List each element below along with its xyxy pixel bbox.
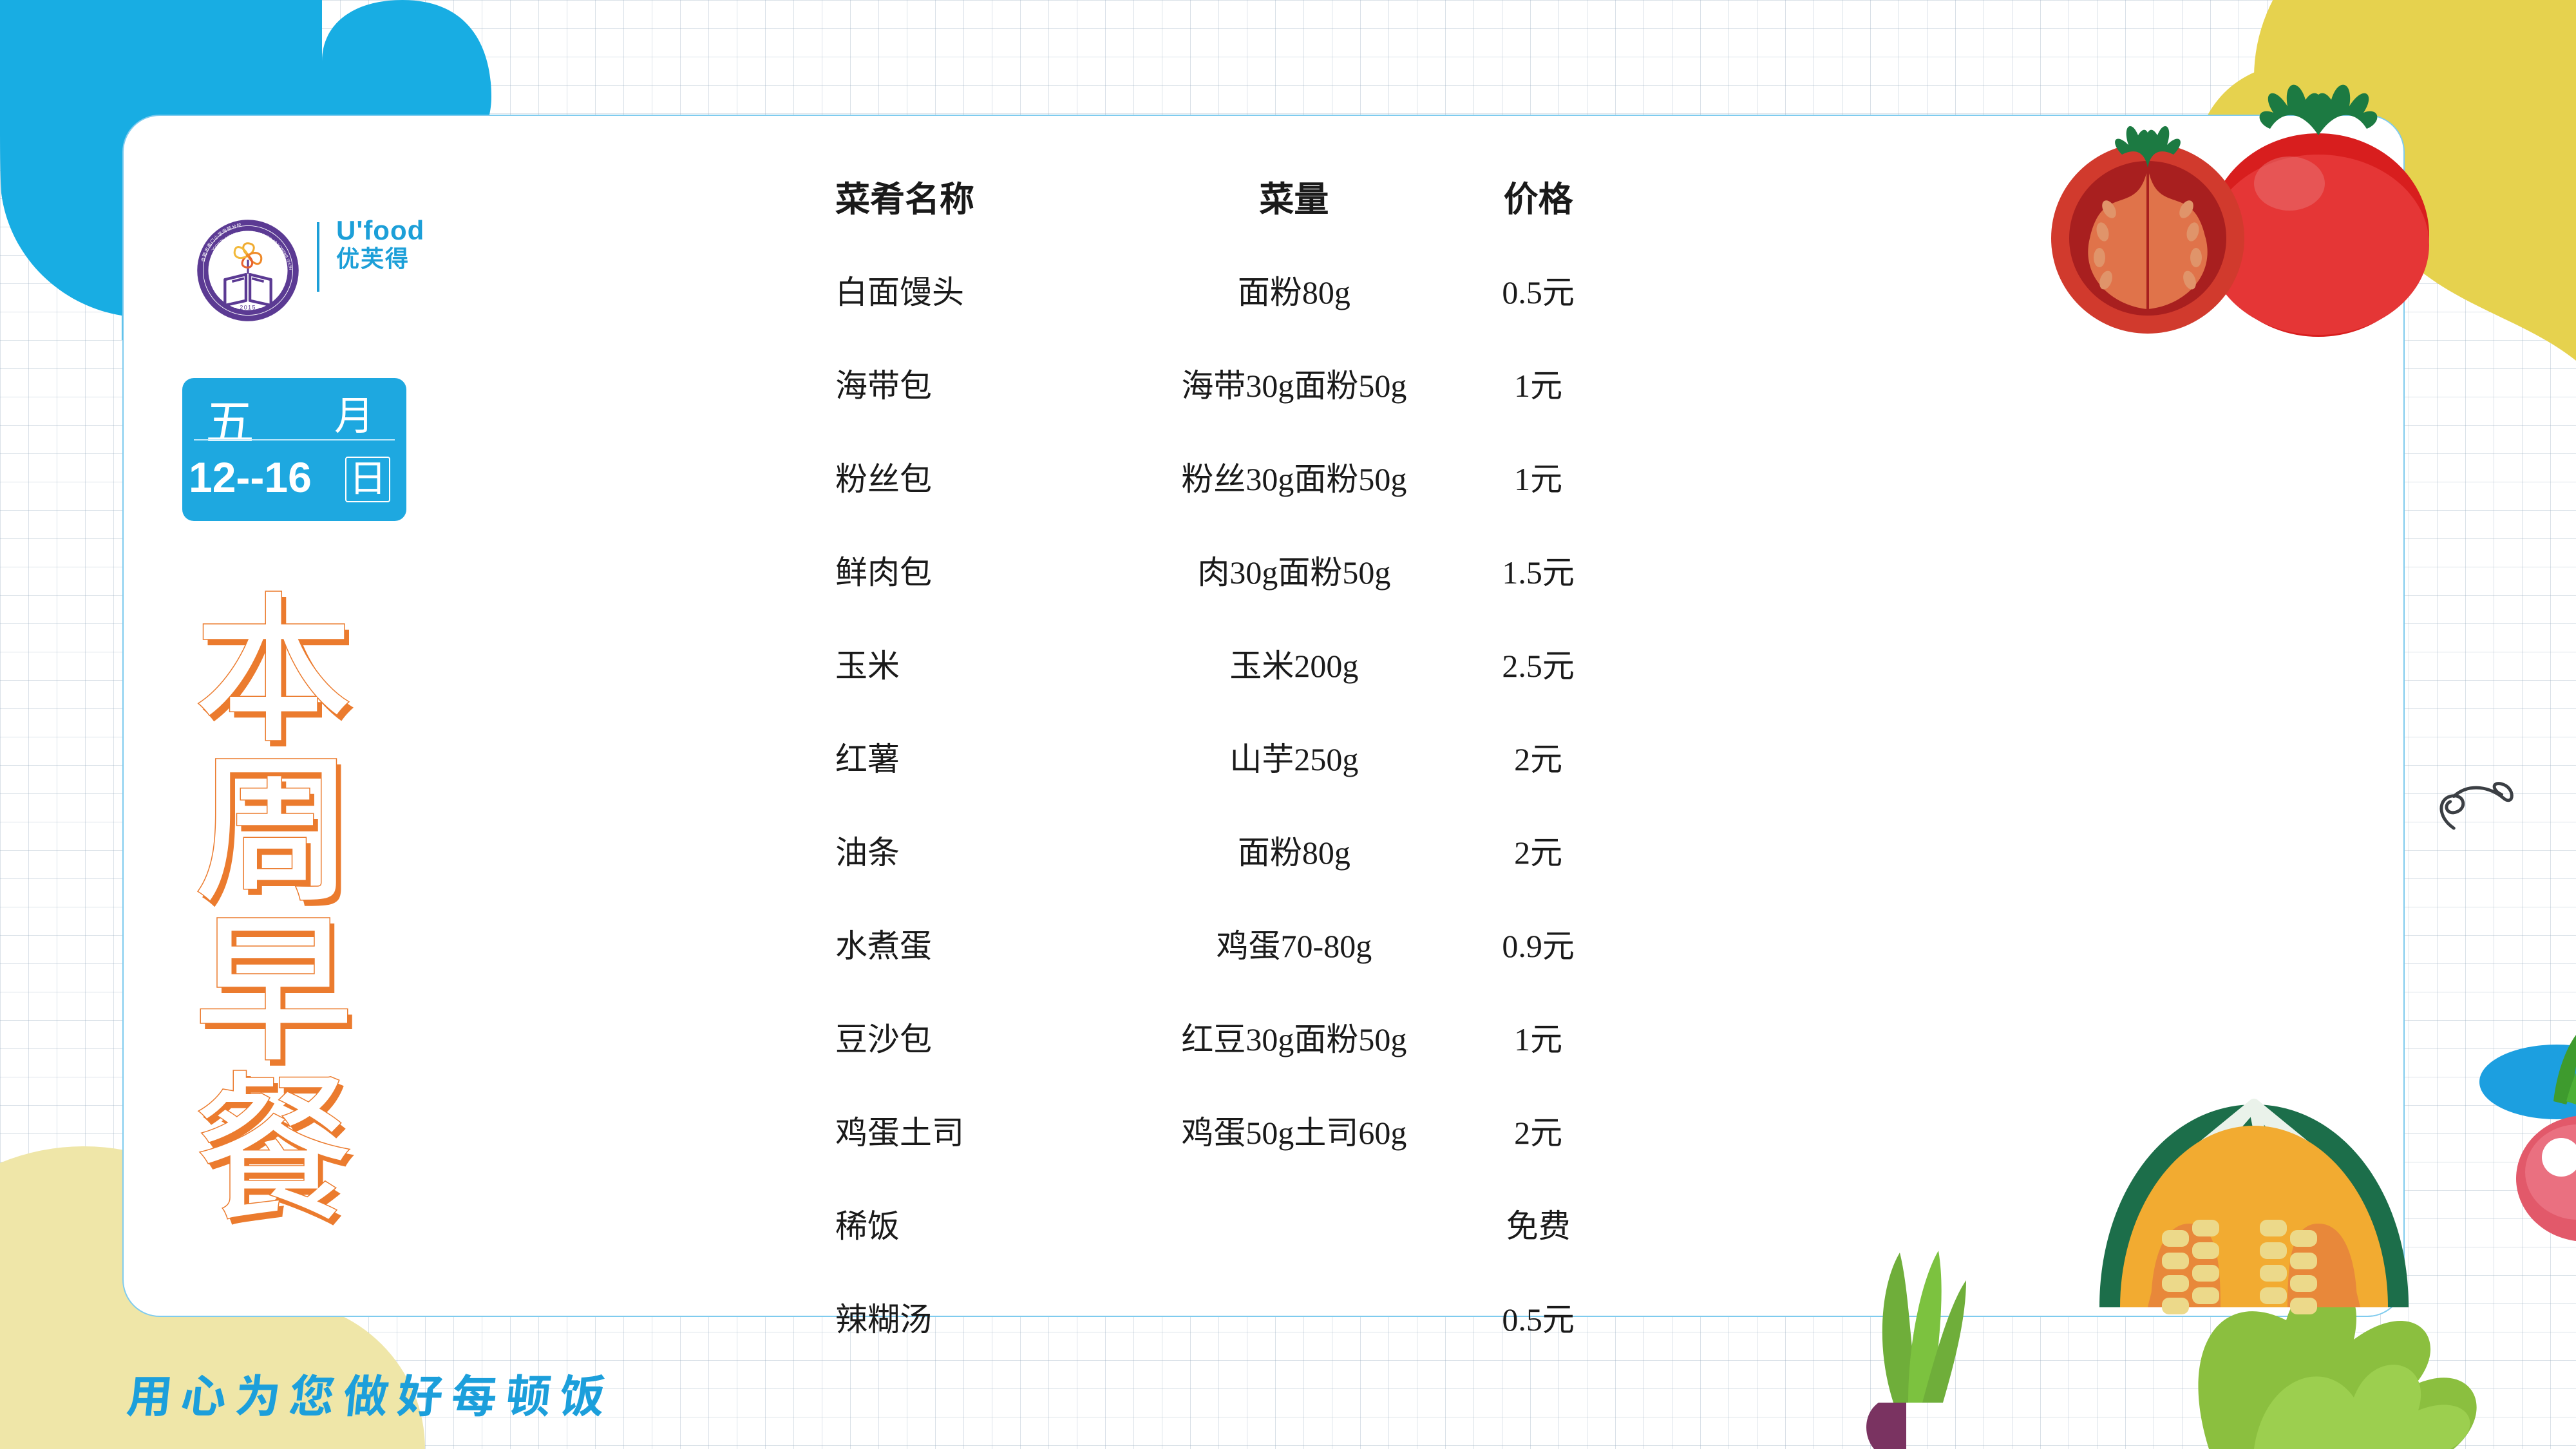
svg-text:— 2015 —: — 2015 — xyxy=(231,304,265,310)
